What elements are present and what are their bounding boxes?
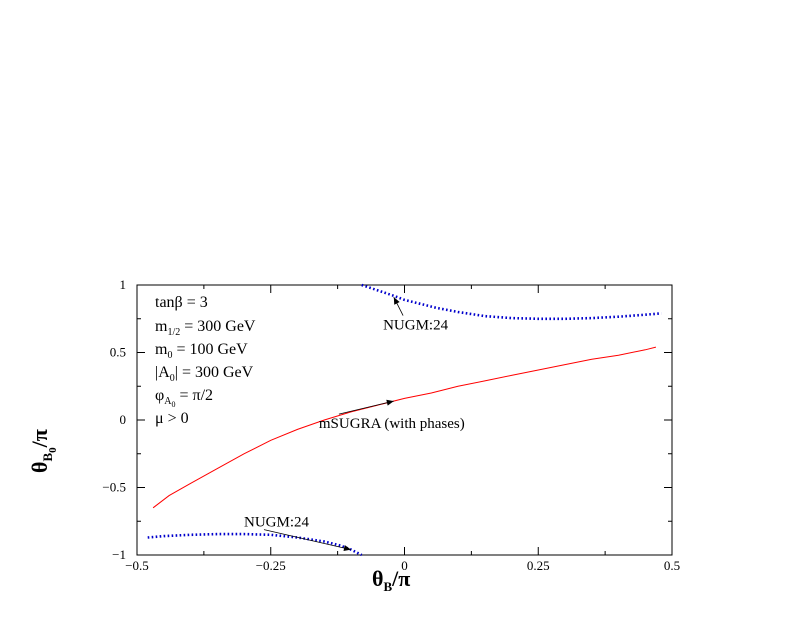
series-group	[147, 283, 662, 557]
param-phi: φA0 = π/2	[155, 387, 213, 409]
annotation-label-1: mSUGRA (with phases)	[319, 416, 465, 432]
series-line-2	[147, 532, 363, 557]
tick-labels: −0.5 −0.25 0 0.25 0.510.50−0.5−1	[102, 277, 680, 573]
annotation-label-0: NUGM:24	[383, 318, 449, 334]
y-tick-label: 1	[120, 277, 127, 292]
series-line-1	[361, 283, 662, 321]
annotations: NUGM:24 mSUGRA (with phases) NUGM:24	[244, 296, 465, 551]
x-tick-label: 0.5	[664, 558, 680, 573]
annotation-arrowhead-1	[386, 399, 394, 406]
annotation-arrowhead-2	[343, 545, 351, 551]
x-tick-label: −0.25	[256, 558, 286, 573]
x-tick-label: 0	[401, 558, 408, 573]
y-tick-label: 0.5	[110, 345, 126, 360]
parameter-block: tanβ = 3 m1/2 = 300 GeV m0 = 100 GeV |A0…	[155, 294, 256, 427]
x-tick-label: 0.25	[527, 558, 550, 573]
annotation-arrowhead-0	[393, 297, 400, 305]
y-tick-label: −0.5	[102, 480, 126, 495]
y-tick-label: −1	[112, 547, 126, 562]
param-m12: m1/2 = 300 GeV	[155, 318, 256, 338]
y-tick-label: 0	[120, 412, 127, 427]
x-tick-label: −0.5	[125, 558, 149, 573]
annotation-label-2: NUGM:24	[244, 515, 310, 531]
param-mu: μ > 0	[155, 410, 189, 427]
ticks	[136, 284, 673, 556]
annotation-arrow-1	[338, 400, 394, 415]
y-axis-title: θB0/π	[27, 429, 59, 473]
param-a0: |A0| = 300 GeV	[155, 364, 254, 384]
param-tanb: tanβ = 3	[155, 294, 208, 311]
param-m0: m0 = 100 GeV	[155, 341, 248, 361]
x-axis-title: θB/π	[372, 566, 410, 594]
annotation-arrow-2	[263, 529, 352, 550]
series-line-0	[152, 346, 657, 509]
